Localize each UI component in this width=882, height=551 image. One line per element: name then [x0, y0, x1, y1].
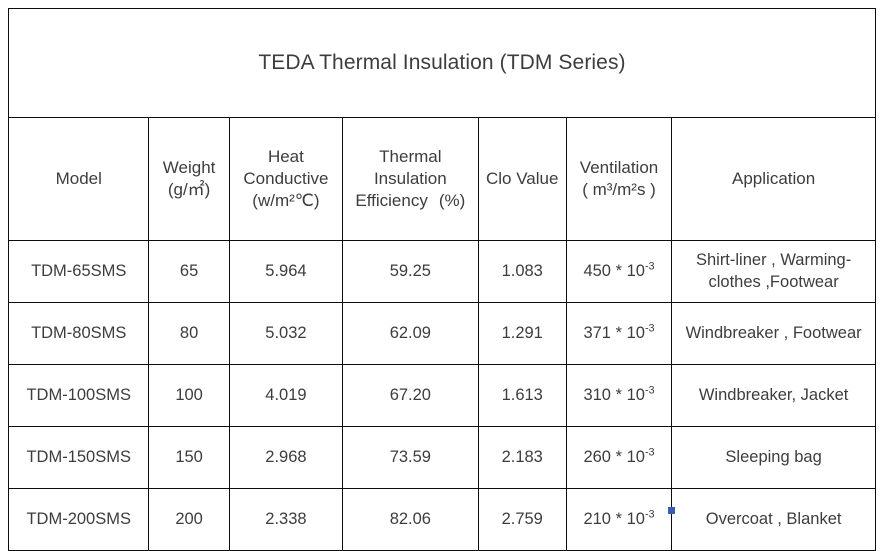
cell-heat-conductive: 5.964: [228, 240, 344, 303]
cell-heat-conductive: 4.019: [228, 364, 344, 427]
column-header-weight-unit: (g/㎡): [167, 180, 211, 199]
selection-handle[interactable]: [668, 507, 675, 514]
cell-application: Windbreaker , Footwear: [671, 302, 876, 365]
cell-weight: 80: [148, 302, 230, 365]
column-header-model-line1: Model: [55, 169, 102, 189]
ventilation-mantissa: 371 * 10: [583, 323, 645, 342]
cell-ventilation: 310 * 10-3: [565, 364, 673, 427]
cell-insulation-efficiency: 73.59: [342, 426, 479, 489]
cell-application: Overcoat , Blanket: [671, 488, 876, 551]
cell-model: TDM-150SMS: [7, 426, 150, 489]
column-header-ventilation: Ventilation ( m³/m²s ): [565, 117, 673, 241]
column-header-clo-line1: Clo Value: [485, 169, 559, 189]
column-header-ventilation-unit: ( m³/m²s ): [582, 180, 656, 199]
ventilation-mantissa: 210 * 10: [583, 509, 645, 528]
specification-table: TEDA Thermal Insulation (TDM Series) Mod…: [7, 8, 876, 551]
column-header-ventilation-line1: Ventilation: [579, 158, 659, 178]
cell-application: Windbreaker, Jacket: [671, 364, 876, 427]
cell-model: TDM-100SMS: [7, 364, 150, 427]
cell-heat-conductive: 2.968: [228, 426, 344, 489]
table-row: TDM-100SMS 100 4.019 67.20 1.613 310 * 1…: [7, 364, 876, 427]
column-header-weight: Weight (g/㎡): [148, 117, 230, 241]
ventilation-exponent: -3: [644, 446, 655, 459]
column-header-application: Application: [671, 117, 876, 241]
table-row: TDM-80SMS 80 5.032 62.09 1.291 371 * 10-…: [7, 302, 876, 365]
column-header-efficiency-line1: Thermal: [379, 147, 442, 167]
cell-weight: 200: [148, 488, 230, 551]
cell-application: Sleeping bag: [671, 426, 876, 489]
cell-ventilation: 450 * 10-3: [565, 240, 673, 303]
ventilation-mantissa: 260 * 10: [583, 447, 645, 466]
cell-application: Shirt-liner , Warming-clothes ,Footwear: [671, 240, 876, 303]
cell-clo-value: 1.083: [477, 240, 567, 303]
cell-clo-value: 1.291: [477, 302, 567, 365]
column-header-efficiency-line3: Efficiency (%): [347, 190, 473, 212]
cell-heat-conductive: 2.338: [228, 488, 344, 551]
table-row: TDM-150SMS 150 2.968 73.59 2.183 260 * 1…: [7, 426, 876, 489]
ventilation-mantissa: 310 * 10: [583, 385, 645, 404]
ventilation-exponent: -3: [644, 260, 655, 273]
ventilation-exponent: -3: [644, 508, 655, 521]
cell-weight: 65: [148, 240, 230, 303]
table-header-row: Model Weight (g/㎡) Heat Conductive (w/m²…: [7, 117, 876, 241]
cell-insulation-efficiency: 67.20: [342, 364, 479, 427]
cell-insulation-efficiency: 82.06: [342, 488, 479, 551]
page-canvas: TEDA Thermal Insulation (TDM Series) Mod…: [7, 8, 876, 551]
column-header-efficiency-unit: (%): [438, 190, 466, 210]
ventilation-exponent: -3: [644, 322, 655, 335]
column-header-model: Model: [7, 117, 150, 241]
cell-weight: 100: [148, 364, 230, 427]
column-header-heat-conductive: Heat Conductive (w/m²℃): [228, 117, 344, 241]
column-header-efficiency-line2: Insulation: [373, 169, 447, 189]
cell-clo-value: 2.183: [477, 426, 567, 489]
ventilation-exponent: -3: [644, 384, 655, 397]
cell-model: TDM-200SMS: [7, 488, 150, 551]
column-header-heat-unit: (w/m²℃): [252, 190, 320, 210]
cell-ventilation: 210 * 10-3: [565, 488, 673, 551]
cell-weight: 150: [148, 426, 230, 489]
cell-heat-conductive: 5.032: [228, 302, 344, 365]
column-header-application-line1: Application: [732, 169, 816, 189]
ventilation-mantissa: 450 * 10: [583, 261, 645, 280]
column-header-weight-line1: Weight: [162, 158, 216, 178]
cell-model: TDM-80SMS: [7, 302, 150, 365]
column-header-insulation-efficiency: Thermal Insulation Efficiency (%): [342, 117, 479, 241]
page-title: TEDA Thermal Insulation (TDM Series): [8, 8, 876, 118]
table-title-row: TEDA Thermal Insulation (TDM Series): [8, 8, 876, 118]
cell-insulation-efficiency: 59.25: [342, 240, 479, 303]
cell-model: TDM-65SMS: [7, 240, 150, 303]
table-row: TDM-65SMS 65 5.964 59.25 1.083 450 * 10-…: [7, 240, 876, 303]
column-header-heat-line2: Conductive: [243, 169, 329, 189]
cell-ventilation: 371 * 10-3: [565, 302, 673, 365]
cell-ventilation: 260 * 10-3: [565, 426, 673, 489]
column-header-heat-line1: Heat: [267, 147, 304, 167]
cell-clo-value: 2.759: [477, 488, 567, 551]
cell-clo-value: 1.613: [477, 364, 567, 427]
column-header-clo-value: Clo Value: [477, 117, 567, 241]
column-header-efficiency-word: Efficiency: [355, 190, 428, 210]
cell-insulation-efficiency: 62.09: [342, 302, 479, 365]
table-row: TDM-200SMS 200 2.338 82.06 2.759 210 * 1…: [7, 488, 876, 551]
